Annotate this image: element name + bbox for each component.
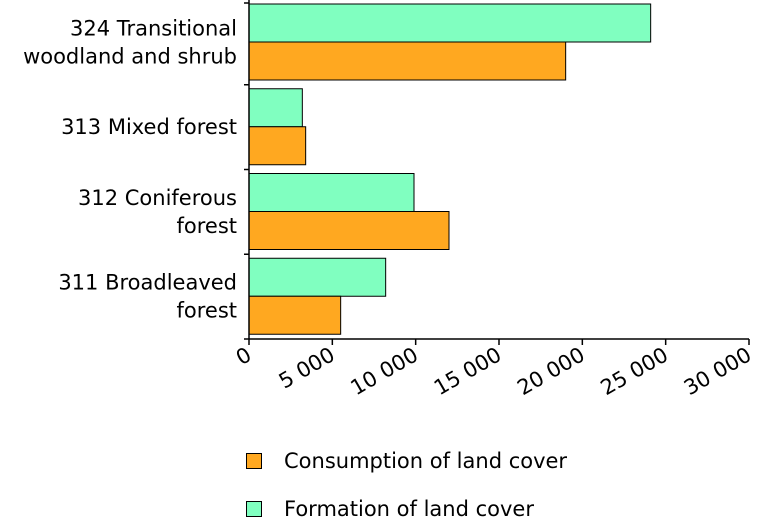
- category-label-2: 312 Coniferous forest: [78, 186, 237, 238]
- bar-formation-3: [248, 257, 387, 297]
- bar-consumption-1: [248, 126, 307, 166]
- bar-formation-1: [248, 88, 303, 128]
- x-tick-label-6: 30 000: [680, 343, 756, 401]
- category-label-3: 311 Broadleaved forest: [58, 271, 237, 323]
- category-label-1: 313 Mixed forest: [61, 115, 237, 139]
- x-tick-label-0: 0: [232, 343, 256, 370]
- legend-swatch-formation: [246, 501, 262, 517]
- x-tick-label-2: 10 000: [347, 343, 423, 401]
- bar-consumption-3: [248, 295, 342, 335]
- category-label-0: 324 Transitional woodland and shrub: [23, 16, 237, 68]
- legend-swatch-consumption: [246, 453, 262, 469]
- legend-label-consumption: Consumption of land cover: [284, 449, 568, 473]
- x-tick-label-1: 5 000: [275, 343, 339, 394]
- x-tick-label-3: 15 000: [430, 343, 506, 401]
- bar-formation-0: [248, 3, 652, 43]
- bar-formation-2: [248, 173, 415, 212]
- x-tick-label-4: 20 000: [513, 343, 589, 401]
- x-tick-label-5: 25 000: [597, 343, 673, 401]
- legend-item-formation: Formation of land cover: [246, 497, 534, 521]
- legend-item-consumption: Consumption of land cover: [246, 449, 567, 473]
- bar-consumption-0: [248, 41, 567, 81]
- bar-chart: 324 Transitional woodland and shrub 313 Mi…: [23, 0, 756, 401]
- bar-consumption-2: [248, 211, 450, 250]
- legend-label-formation: Formation of land cover: [284, 497, 534, 521]
